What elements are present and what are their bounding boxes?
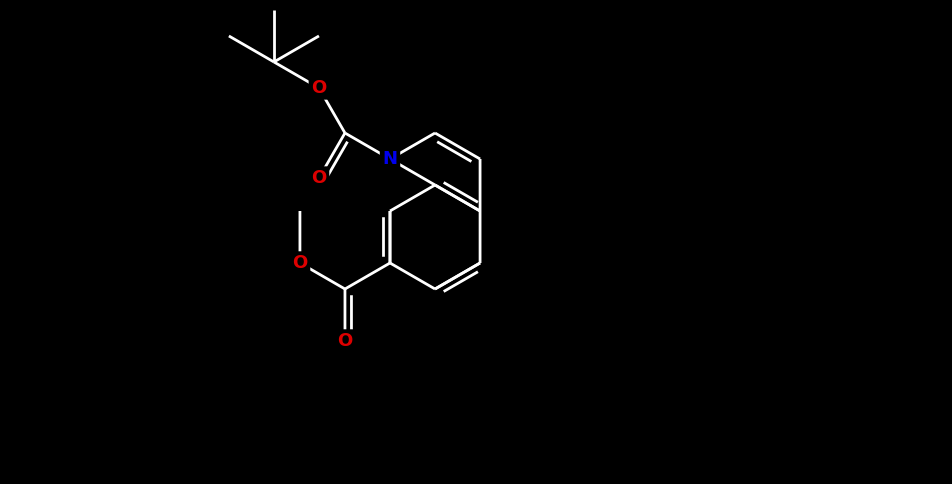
Text: O: O xyxy=(292,254,307,272)
Text: O: O xyxy=(311,79,327,97)
Text: O: O xyxy=(311,169,327,187)
Text: N: N xyxy=(382,150,397,168)
Text: O: O xyxy=(337,332,352,350)
